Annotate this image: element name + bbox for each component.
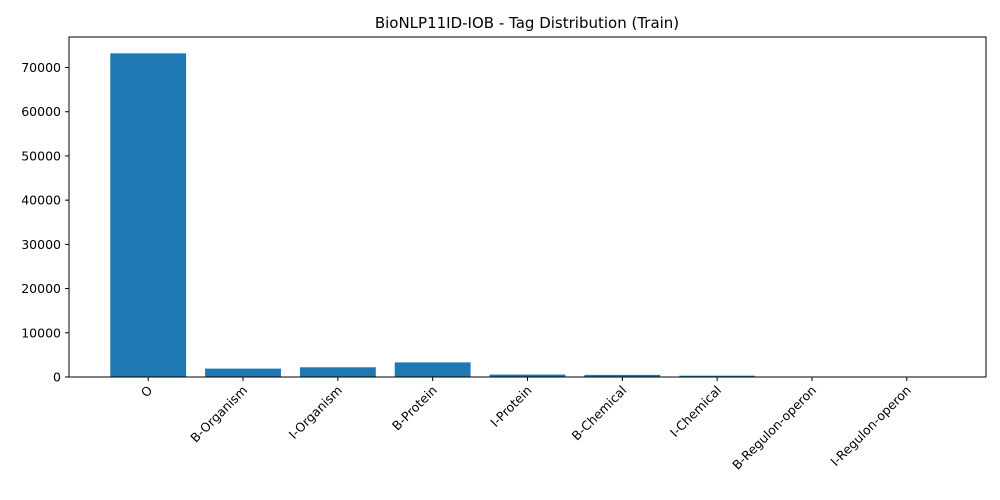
bar-b-chemical [584, 374, 661, 377]
plot-frame [68, 36, 987, 378]
y-tick-label: 60000 [21, 104, 61, 119]
x-axis: O B-Organism I-Organism B-Protein I-Protein B… [138, 377, 914, 472]
x-tick-label: B-Organism [187, 383, 250, 446]
y-tick-label: 70000 [21, 60, 61, 75]
chart-title: BioNLP11ID-IOB - Tag Distribution (Train… [375, 14, 679, 32]
bar-o [110, 53, 187, 377]
x-tick-label: I-Chemical [667, 383, 724, 440]
bar-b-organism [205, 368, 281, 377]
x-tick-label: B-Regulon-operon [729, 383, 819, 473]
bar-b-protein [394, 362, 471, 377]
y-tick-label: 0 [53, 370, 61, 385]
bar-i-protein [489, 374, 566, 377]
x-tick-label: I-Organism [286, 383, 345, 442]
bars-group [110, 53, 945, 377]
y-tick-label: 40000 [21, 193, 61, 208]
x-tick-label: B-Chemical [569, 383, 630, 444]
x-tick-label: I-Regulon-operon [827, 383, 914, 470]
x-tick-label: B-Protein [389, 383, 440, 434]
bar-i-chemical [679, 375, 756, 377]
x-tick-label: O [138, 382, 156, 400]
bar-i-organism [299, 367, 376, 377]
y-tick-label: 10000 [21, 325, 61, 340]
x-tick-label: I-Protein [487, 383, 534, 430]
y-tick-label: 50000 [21, 148, 61, 163]
y-tick-label: 30000 [21, 237, 61, 252]
y-axis: 0 10000 20000 30000 40000 50000 60000 70000 [21, 60, 69, 385]
y-tick-label: 20000 [21, 281, 61, 296]
